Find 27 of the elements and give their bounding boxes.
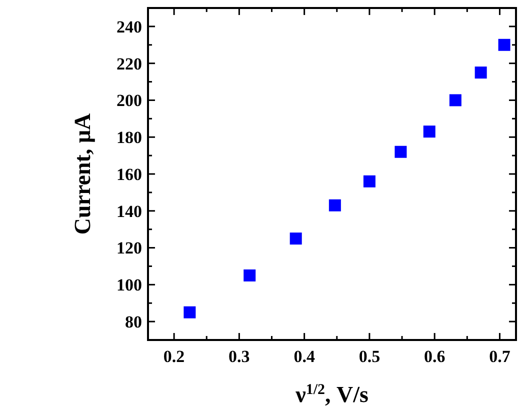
- x-tick-label: 0.3: [228, 347, 250, 366]
- point: [498, 38, 510, 51]
- y-tick-label: 220: [116, 54, 142, 74]
- x-tick-label: 0.7: [489, 347, 511, 366]
- x-tick-label: 0.5: [358, 347, 380, 366]
- y-tick-label: 200: [116, 91, 142, 110]
- point: [328, 199, 341, 212]
- point: [449, 94, 462, 106]
- y-tick-label: 180: [116, 128, 142, 148]
- point: [290, 232, 302, 245]
- x-axis-title: ν$^{1/2}$, V/s: [294, 382, 368, 407]
- point: [394, 146, 407, 158]
- y-tick-label: 100: [116, 276, 142, 295]
- y-tick-label: 160: [116, 164, 142, 184]
- x-tick-label: 0.2: [163, 347, 185, 366]
- y-tick-label: 120: [116, 238, 142, 258]
- y-tick-label: 240: [116, 17, 142, 36]
- x-tick-label: 0.6: [424, 347, 446, 366]
- y-tick-label: 80: [125, 312, 142, 332]
- point: [474, 66, 487, 79]
- point: [423, 126, 436, 138]
- point: [184, 306, 196, 318]
- x-tick-label: 0.4: [294, 347, 316, 366]
- point: [363, 175, 376, 188]
- point: [244, 269, 256, 282]
- y-axis-title: Current, μA: [70, 113, 95, 235]
- y-tick-label: 140: [116, 202, 142, 221]
